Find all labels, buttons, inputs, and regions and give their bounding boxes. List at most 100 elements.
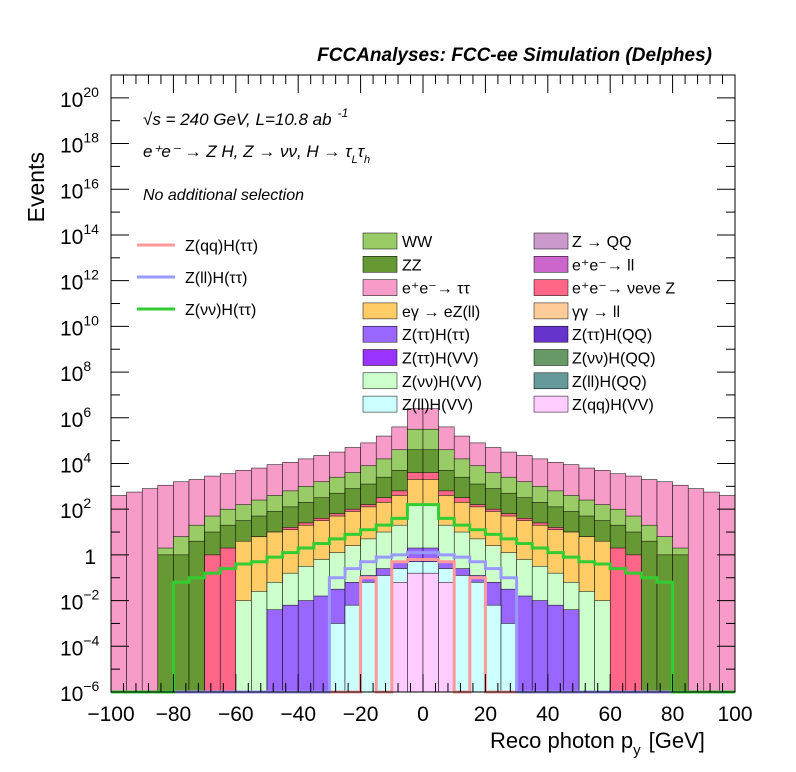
bar-layer7-bin17	[375, 575, 393, 693]
bar-layer5-bin31	[594, 600, 611, 693]
y-tick-base: 10	[60, 180, 83, 203]
signal-line-2	[111, 503, 735, 694]
legend-col1-label-2: e⁺e⁻→ ττ	[402, 281, 470, 298]
legend-col2-swatch-4	[533, 325, 569, 343]
legend-col2-swatch-5	[533, 349, 569, 366]
y-tick-label-9: 1012	[60, 267, 99, 295]
bar-layer0-bin1	[126, 491, 143, 693]
annotation-selection: No additional selection	[143, 187, 304, 204]
legend-col2-swatch-3	[533, 302, 569, 320]
y-tick-base: 10	[60, 683, 83, 706]
bar-layer7-bin16	[360, 582, 377, 693]
y-tick-label-6: 106	[60, 404, 91, 432]
y-tick-base: 10	[60, 363, 83, 386]
axes: −100 −80 −60 −40 −20 0 20 40 60 80 10010−610−410−2…	[60, 74, 753, 726]
bar-layer0-bin2	[141, 488, 159, 693]
bar-layer7-bin22	[453, 575, 471, 693]
legend-col2-swatch-2	[533, 279, 569, 296]
y-tick-label-0: 10−6	[60, 678, 100, 706]
y-tick-base: 10	[60, 500, 83, 523]
annotation-energy-text: √s = 240 GeV, L=10.8 ab	[143, 110, 332, 129]
x-tick-label-4: −20	[343, 703, 379, 726]
y-axis-label: Events	[23, 152, 49, 222]
bar-layer2-bin36	[672, 554, 689, 693]
bar-layer0-bin0	[110, 495, 127, 693]
bar-layer6-bin13	[313, 595, 330, 693]
y-tick-label-13: 1020	[60, 84, 99, 112]
legend-col1-swatch-0	[362, 232, 398, 250]
bar-layer6-bin11	[282, 604, 299, 693]
y-tick-label-1: 10−4	[60, 632, 100, 660]
legend-col1-swatch-6	[362, 372, 398, 390]
legend-col1-swatch-1	[362, 256, 398, 273]
y-tick-label-10: 1014	[60, 221, 99, 249]
y-tick-base: 10	[60, 317, 83, 340]
x-tick-label-3: −40	[280, 703, 316, 726]
y-tick-exp: 8	[83, 358, 91, 374]
bar-layer2-bin5	[188, 540, 205, 693]
bar-layer7-bin25	[500, 623, 517, 693]
legend-col2-label-3: γγ → ll	[572, 304, 620, 321]
y-tick-label-4: 102	[60, 495, 91, 523]
x-tick-label-7: 40	[536, 703, 559, 726]
legend-col1-swatch-5	[362, 349, 398, 366]
bar-layer0-bin37	[687, 488, 705, 693]
bar-layer5-bin8	[235, 600, 252, 693]
legend-col2-label-0: Z → QQ	[572, 234, 632, 251]
y-tick-base: 10	[60, 637, 83, 660]
x-axis-label: Reco photon py [GeV]	[490, 728, 705, 759]
bar-layer2-bin4	[173, 554, 190, 693]
y-tick-exp: 14	[83, 221, 99, 237]
legend-col2-label-4: Z(ττ)H(QQ)	[572, 327, 652, 344]
y-tick-exp: 18	[83, 130, 99, 146]
bar-layer6-bin10	[266, 609, 283, 693]
legend-line-label-0: Z(qq)H(ττ)	[185, 238, 258, 255]
y-tick-exp: 10	[83, 312, 99, 328]
annotation-tau-char: τ	[358, 142, 366, 161]
legend-col1-label-7: Z(ll)H(VV)	[402, 397, 473, 414]
x-axis-label-main: Reco photon p	[490, 728, 633, 753]
legend-col2-label-5: Z(νν)H(QQ)	[572, 351, 656, 368]
bar-layer2-bin35	[656, 554, 673, 693]
y-tick-exp: −2	[83, 587, 99, 603]
legend: Z(qq)H(ττ) Z(ll)H(ττ) Z(νν)H(ττ) WW ZZ e⁺e⁻→ …	[137, 232, 675, 414]
y-tick-exp: 4	[83, 449, 91, 465]
bar-layer8-bin19	[407, 572, 424, 693]
bar-layer3-bin33	[625, 554, 642, 693]
y-tick-exp: 12	[83, 267, 99, 283]
x-tick-label-2: −60	[218, 703, 254, 726]
bar-layer8-bin20	[422, 572, 439, 693]
legend-col2-swatch-1	[533, 256, 569, 273]
y-tick-exp: −4	[83, 632, 99, 648]
legend-col2-swatch-0	[533, 232, 569, 250]
chart-title: FCCAnalyses: FCC-ee Simulation (Delphes)	[317, 45, 712, 66]
bar-layer7-bin24	[485, 604, 502, 693]
y-tick-base: 10	[60, 89, 83, 112]
annotation-energy: √s = 240 GeV, L=10.8 ab -1	[143, 106, 348, 129]
legend-col1-label-5: Z(ττ)H(VV)	[402, 351, 479, 368]
legend-line-label-1: Z(ll)H(ττ)	[185, 270, 247, 287]
x-tick-label-9: 80	[661, 703, 684, 726]
bar-layer6-bin29	[563, 609, 580, 693]
legend-col1-label-0: WW	[402, 234, 433, 251]
annotation-tau-sub-1: L	[352, 154, 358, 166]
y-tick-exp: 6	[83, 404, 91, 420]
bar-layer5-bin30	[578, 591, 595, 693]
x-tick-label-5: 0	[417, 703, 429, 726]
bar-layer2-bin34	[641, 540, 658, 693]
y-tick-base: 10	[60, 135, 83, 158]
legend-col2-swatch-7	[533, 395, 569, 413]
legend-col1-swatch-3	[362, 302, 398, 320]
x-axis-label-unit: [GeV]	[649, 728, 705, 753]
y-tick-label-8: 1010	[60, 312, 99, 340]
x-tick-label-1: −80	[156, 703, 192, 726]
annotation-process: e⁺e⁻ → Z H, Z → νν, H → τLτh	[143, 142, 370, 166]
legend-col2-label-7: Z(qq)H(VV)	[572, 397, 654, 414]
bar-layer0-bin38	[703, 491, 720, 693]
legend-col1-label-4: Z(ττ)H(ττ)	[402, 327, 470, 344]
y-tick-exp: −6	[83, 678, 99, 694]
annotation-tau-sub-2: h	[364, 154, 370, 166]
bar-layer6-bin26	[516, 595, 533, 693]
y-tick-label-7: 108	[60, 358, 91, 386]
